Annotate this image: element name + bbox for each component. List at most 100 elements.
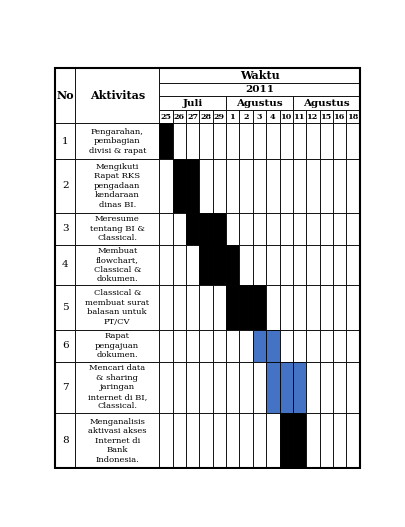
Bar (159, 68, 360, 83)
Bar (226, 413, 239, 469)
Bar (320, 285, 333, 330)
Bar (279, 362, 293, 413)
Bar (213, 159, 226, 212)
Bar (55, 123, 75, 159)
Text: 10: 10 (281, 113, 292, 121)
Bar (199, 362, 213, 413)
Bar (279, 413, 293, 469)
Bar (186, 159, 199, 212)
Bar (253, 245, 266, 285)
Bar (293, 123, 306, 159)
Bar (306, 362, 320, 413)
Bar (293, 413, 306, 469)
Bar (159, 413, 173, 469)
Bar (186, 212, 199, 245)
Bar (186, 245, 199, 285)
Text: 29: 29 (214, 113, 225, 121)
Bar (346, 362, 360, 413)
Text: 3: 3 (62, 225, 69, 233)
Bar (333, 245, 346, 285)
Text: 2: 2 (62, 181, 69, 190)
Text: Mencari data
& sharing
jaringan
internet di BI,
Classical.: Mencari data & sharing jaringan internet… (87, 364, 147, 411)
Bar (253, 362, 266, 413)
Text: 11: 11 (294, 113, 305, 121)
Bar (213, 123, 226, 159)
Bar (320, 159, 333, 212)
Text: Agustus: Agustus (303, 99, 350, 108)
Bar (253, 123, 266, 159)
Bar (320, 245, 333, 285)
Bar (346, 123, 360, 159)
Bar (253, 212, 266, 245)
Bar (239, 159, 253, 212)
Text: 15: 15 (321, 113, 332, 121)
Bar (346, 285, 360, 330)
Bar (159, 212, 173, 245)
Text: 25: 25 (160, 113, 171, 121)
Bar (279, 123, 293, 159)
Bar (186, 285, 199, 330)
Bar (159, 159, 173, 212)
Text: Meresume
tentang BI &
Classical.: Meresume tentang BI & Classical. (90, 216, 145, 242)
Bar (226, 330, 239, 362)
Bar (226, 245, 239, 285)
Bar (346, 212, 360, 245)
Bar (320, 330, 333, 362)
Text: 1: 1 (230, 113, 236, 121)
Bar (213, 212, 226, 245)
Bar (279, 330, 293, 362)
Text: 3: 3 (257, 113, 262, 121)
Bar (173, 212, 186, 245)
Bar (266, 159, 279, 212)
Text: 5: 5 (62, 303, 69, 312)
Bar (75, 330, 159, 362)
Bar (253, 285, 266, 330)
Text: 4: 4 (62, 260, 69, 269)
Bar (75, 159, 159, 212)
Bar (159, 330, 173, 362)
Bar (266, 285, 279, 330)
Bar (213, 413, 226, 469)
Bar (253, 159, 266, 212)
Bar (186, 362, 199, 413)
Bar (199, 159, 213, 212)
Bar (55, 285, 75, 330)
Text: 26: 26 (174, 113, 185, 121)
Bar (346, 330, 360, 362)
Bar (346, 159, 360, 212)
Bar (199, 413, 213, 469)
Bar (55, 212, 75, 245)
Text: 28: 28 (200, 113, 211, 121)
Text: Mengikuti
Rapat RKS
pengadaan
kendaraan
dinas BI.: Mengikuti Rapat RKS pengadaan kendaraan … (94, 163, 141, 209)
Bar (199, 245, 213, 285)
Bar (226, 110, 239, 123)
Bar (199, 285, 213, 330)
Bar (306, 212, 320, 245)
Text: 7: 7 (62, 383, 69, 392)
Bar (320, 110, 333, 123)
Bar (293, 110, 306, 123)
Text: Membuat
flowchart,
Classical &
dokumen.: Membuat flowchart, Classical & dokumen. (94, 247, 141, 283)
Bar (306, 159, 320, 212)
Bar (333, 413, 346, 469)
Bar (226, 362, 239, 413)
Bar (226, 159, 239, 212)
Text: Rapat
pengajuan
dokumen.: Rapat pengajuan dokumen. (95, 333, 139, 359)
Bar (333, 362, 346, 413)
Bar (333, 285, 346, 330)
Bar (75, 212, 159, 245)
Bar (333, 159, 346, 212)
Bar (253, 413, 266, 469)
Bar (213, 285, 226, 330)
Bar (293, 362, 306, 413)
Bar (320, 212, 333, 245)
Bar (306, 123, 320, 159)
Bar (199, 123, 213, 159)
Bar (239, 285, 253, 330)
Bar (75, 362, 159, 413)
Bar (159, 245, 173, 285)
Bar (293, 330, 306, 362)
Text: 1: 1 (62, 136, 69, 145)
Text: 4: 4 (270, 113, 276, 121)
Bar (239, 123, 253, 159)
